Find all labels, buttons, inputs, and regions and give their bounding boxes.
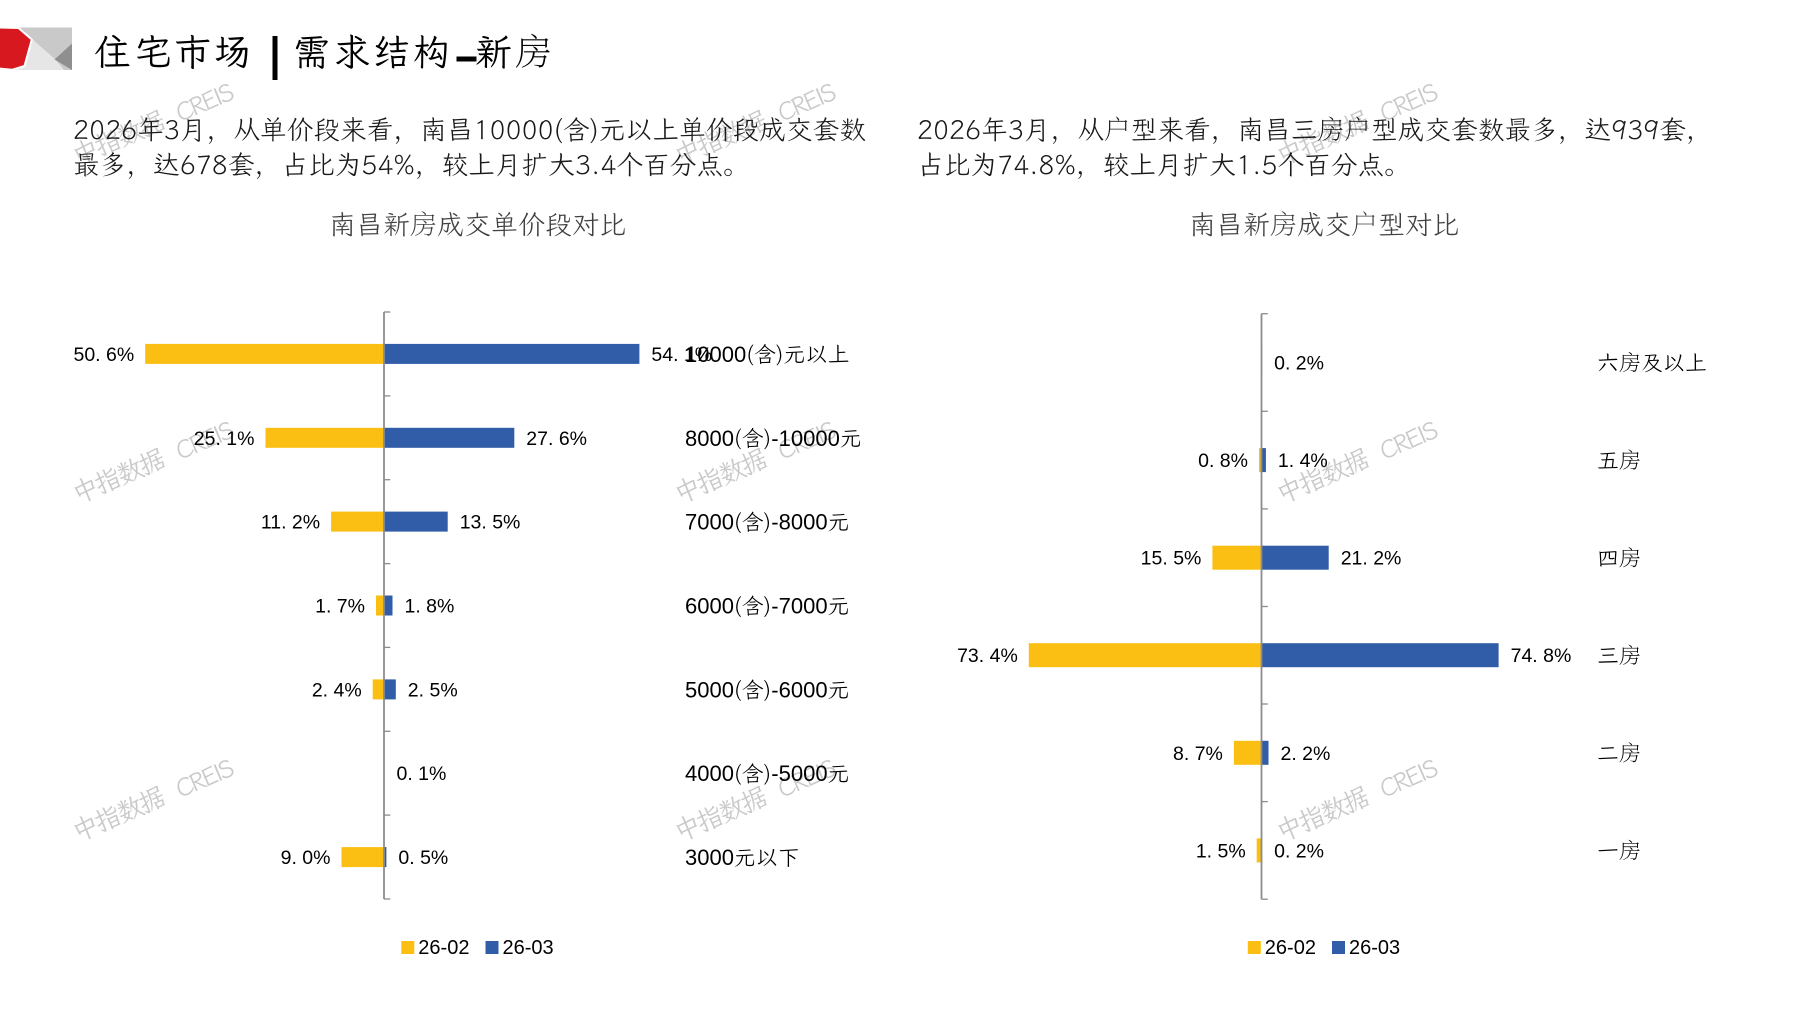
svg-text:0. 5%: 0. 5% xyxy=(398,847,448,869)
svg-text:2. 5%: 2. 5% xyxy=(408,679,458,701)
svg-text:2. 4%: 2. 4% xyxy=(312,679,362,701)
svg-text:73. 4%: 73. 4% xyxy=(957,645,1018,667)
svg-text:7000: 7000 xyxy=(685,510,734,535)
svg-text:8000: 8000 xyxy=(685,426,734,451)
svg-text:50. 6%: 50. 6% xyxy=(73,344,134,366)
svg-text:1. 5%: 1. 5% xyxy=(1196,840,1246,862)
svg-text:1. 4%: 1. 4% xyxy=(1278,450,1328,472)
svg-text:26-03: 26-03 xyxy=(1349,937,1400,959)
svg-text:0. 2%: 0. 2% xyxy=(1274,840,1324,862)
svg-text:3000: 3000 xyxy=(685,845,734,870)
svg-text:-5000: -5000 xyxy=(771,761,827,786)
svg-text:74. 8%: 74. 8% xyxy=(1511,645,1572,667)
svg-text:8. 7%: 8. 7% xyxy=(1173,743,1223,765)
svg-text:15. 5%: 15. 5% xyxy=(1141,548,1202,570)
svg-text:6000: 6000 xyxy=(685,594,734,619)
svg-text:26-02: 26-02 xyxy=(1265,937,1316,959)
svg-text:2. 2%: 2. 2% xyxy=(1281,743,1331,765)
svg-text:54. 1%: 54. 1% xyxy=(651,344,712,366)
svg-text:-7000: -7000 xyxy=(771,594,827,619)
svg-text:26-02: 26-02 xyxy=(418,937,469,959)
svg-text:-6000: -6000 xyxy=(771,677,827,702)
svg-text:5000: 5000 xyxy=(685,677,734,702)
svg-text:0. 8%: 0. 8% xyxy=(1198,450,1248,472)
svg-text:1. 7%: 1. 7% xyxy=(315,596,365,618)
svg-text:27. 6%: 27. 6% xyxy=(526,428,587,450)
svg-text:21. 2%: 21. 2% xyxy=(1341,548,1402,570)
svg-text:26-03: 26-03 xyxy=(503,937,554,959)
svg-text:1. 8%: 1. 8% xyxy=(405,596,455,618)
svg-text:10000: 10000 xyxy=(685,342,746,367)
svg-text:25. 1%: 25. 1% xyxy=(194,428,255,450)
svg-text:4000: 4000 xyxy=(685,761,734,786)
svg-text:13. 5%: 13. 5% xyxy=(460,512,521,534)
svg-text:9. 0%: 9. 0% xyxy=(281,847,331,869)
svg-text:0. 1%: 0. 1% xyxy=(397,763,447,785)
svg-text:-8000: -8000 xyxy=(771,510,827,535)
svg-text:11. 2%: 11. 2% xyxy=(261,512,320,534)
svg-text:-10000: -10000 xyxy=(771,426,840,451)
svg-text:0. 2%: 0. 2% xyxy=(1274,353,1324,375)
